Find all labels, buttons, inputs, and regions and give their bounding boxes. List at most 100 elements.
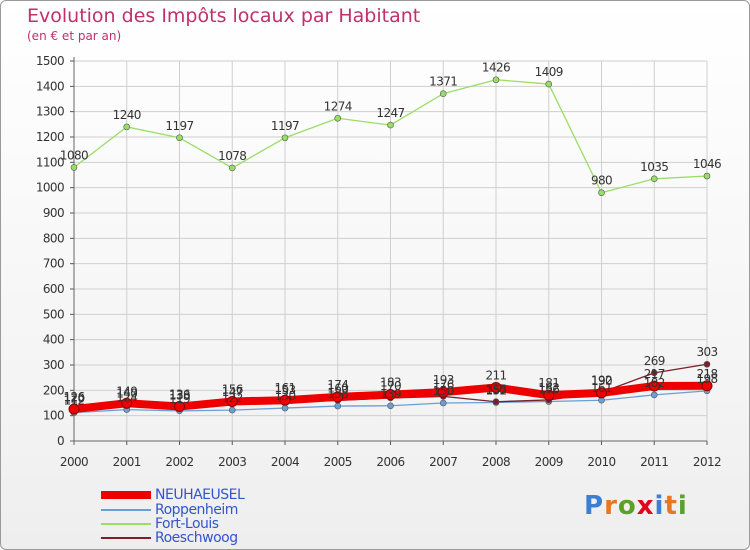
data-label: 147 (222, 385, 243, 399)
y-tick-label: 500 (43, 307, 64, 321)
x-tick-label: 2009 (535, 455, 563, 469)
y-tick-label: 400 (43, 333, 64, 347)
data-label: 1240 (113, 108, 141, 122)
data-label: 193 (433, 373, 454, 387)
data-label: 156 (538, 382, 559, 396)
legend-swatch (101, 509, 151, 511)
data-label: 124 (116, 391, 137, 405)
data-point (439, 399, 447, 407)
y-tick-label: 300 (43, 358, 64, 372)
data-label: 133 (169, 388, 190, 402)
data-label: 149 (116, 384, 137, 398)
y-tick-label: 1500 (36, 54, 64, 68)
legend-swatch (101, 537, 151, 539)
data-point (598, 189, 605, 197)
y-tick-label: 800 (43, 231, 64, 245)
data-point (174, 401, 185, 413)
data-label: 139 (380, 387, 401, 401)
data-label: 126 (63, 390, 84, 404)
y-tick-label: 1100 (36, 155, 64, 169)
data-point (387, 402, 394, 410)
y-tick-label: 1300 (36, 105, 64, 119)
legend-item-fort-louis: Fort-Louis (101, 517, 219, 531)
data-label: 156 (222, 382, 243, 396)
data-point (543, 389, 555, 401)
y-tick-label: 0 (57, 434, 64, 448)
data-point (385, 389, 396, 401)
x-tick-label: 2010 (587, 455, 615, 469)
x-tick-label: 2001 (113, 455, 141, 469)
legend-label: Fort-Louis (155, 516, 219, 532)
data-point (648, 380, 660, 392)
data-point (387, 121, 394, 129)
data-label: 161 (591, 381, 612, 395)
x-tick-label: 2005 (324, 455, 352, 469)
data-label: 1035 (640, 160, 668, 174)
x-tick-label: 2000 (60, 455, 88, 469)
data-label: 198 (696, 372, 717, 386)
legend-item-roppenheim: Roppenheim (101, 503, 238, 517)
data-point (121, 397, 133, 409)
data-point (490, 382, 502, 394)
legend-item-roeschwoog: Roeschwoog (101, 531, 238, 545)
data-label: 155 (485, 383, 506, 397)
data-label: 1426 (482, 61, 510, 75)
data-label: 160 (327, 381, 348, 395)
data-label: 1078 (218, 149, 246, 163)
data-point (596, 387, 607, 399)
data-label: 192 (591, 373, 612, 387)
x-tick-label: 2008 (482, 455, 510, 469)
x-tick-label: 2003 (218, 455, 246, 469)
data-point (332, 391, 344, 403)
data-label: 138 (327, 387, 348, 401)
proxiti-logo: Proxiti (584, 491, 688, 521)
data-point (701, 380, 713, 392)
axes: 0 100 200 300 400 500 600 700 800 900 1000 1100 1200… (36, 54, 722, 469)
data-point (68, 403, 80, 415)
data-label: 269 (644, 354, 665, 368)
series (68, 76, 713, 416)
data-point (281, 404, 289, 412)
x-tick-label: 2002 (165, 455, 193, 469)
y-tick-label: 100 (43, 409, 64, 423)
data-label: 218 (696, 367, 717, 381)
legend-label: Roppenheim (155, 502, 238, 518)
data-point (650, 391, 658, 399)
data-label: 190 (591, 374, 612, 388)
data-label: 130 (274, 389, 295, 403)
data-label: 162 (538, 381, 559, 395)
data-point (334, 402, 342, 410)
data-point (228, 164, 236, 172)
grid (73, 60, 708, 442)
data-label: 150 (433, 384, 454, 398)
legend-swatch (101, 523, 151, 525)
data-label: 1197 (165, 119, 193, 133)
data-label: 120 (63, 392, 84, 406)
legend-label: NEUHAEUSEL (155, 487, 245, 503)
data-label: 1409 (535, 65, 563, 79)
data-label: 153 (274, 383, 295, 397)
data-label: 152 (485, 383, 506, 397)
data-label: 122 (222, 391, 243, 405)
chart-title: Evolution des Impôts locaux par Habitant (27, 5, 421, 27)
y-tick-label: 900 (43, 206, 64, 220)
x-tick-label: 2007 (429, 455, 457, 469)
data-point (334, 114, 342, 122)
data-point (228, 406, 236, 414)
data-point (279, 394, 291, 406)
data-label: 1247 (376, 106, 404, 120)
y-tick-label: 700 (43, 257, 64, 271)
data-label: 174 (327, 378, 348, 392)
data-point (123, 123, 131, 131)
data-label: 140 (116, 387, 137, 401)
data-label: 1080 (60, 148, 88, 162)
x-tick-label: 2011 (640, 455, 668, 469)
y-tick-label: 1200 (36, 130, 64, 144)
data-label: 211 (485, 369, 506, 383)
data-label: 176 (433, 377, 454, 391)
data-label: 183 (380, 376, 401, 390)
data-label: 181 (538, 376, 559, 390)
data-point (703, 360, 711, 368)
legend-swatch (101, 491, 151, 499)
